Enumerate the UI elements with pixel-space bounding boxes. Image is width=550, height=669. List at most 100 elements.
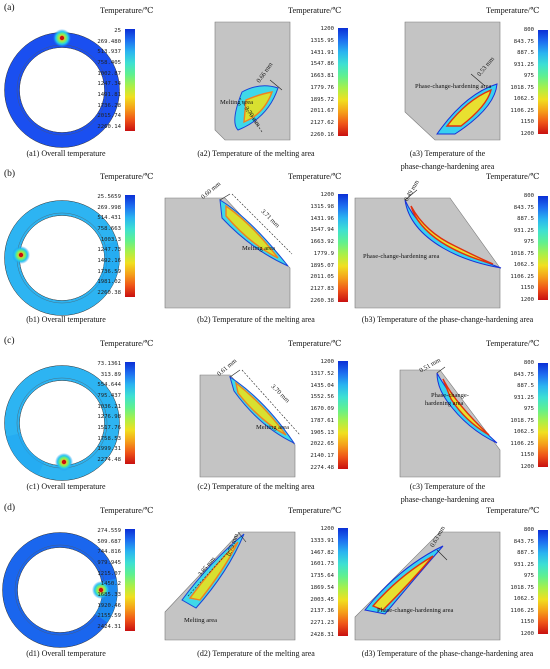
workpiece-section: [164, 197, 291, 309]
legend-tick: 1670.09: [310, 406, 334, 413]
legend-tick: 2424.31: [97, 624, 121, 630]
legend-tick: 1685.33: [97, 592, 121, 598]
legend-tick: 1552.56: [310, 394, 334, 401]
legend-tick: 2011.05: [310, 274, 334, 281]
panel-caption: phase-change-hardening area: [400, 162, 495, 171]
melting-area-label: Melting area: [184, 617, 218, 624]
heat-source-spot: [98, 587, 104, 593]
legend-tick: 1431.91: [310, 49, 334, 56]
width-dimension: [241, 369, 301, 436]
legend-tick: 2127.83: [310, 286, 334, 293]
overall-temperature-ring: [2, 532, 118, 648]
legend-tick: 1062.5: [513, 262, 534, 269]
legend-tick: 1333.91: [310, 537, 334, 544]
heat-source-spot: [18, 252, 24, 258]
legend-tick: 979.945: [97, 560, 121, 566]
temperature-colorbar: [538, 363, 548, 467]
temperature-title: Temperature/℃: [486, 6, 540, 15]
hardening-band-core: [371, 555, 434, 611]
legend-tick: 2155.59: [97, 613, 121, 620]
legend-tick: 975: [523, 239, 534, 246]
legend-tick: 1547.86: [310, 61, 334, 68]
legend-tick: 2137.36: [310, 608, 334, 615]
legend-tick: 1150: [520, 119, 534, 126]
legend-tick: 1736.59: [97, 268, 121, 275]
legend-tick: 2011.67: [310, 108, 334, 115]
temperature-title: Temperature/℃: [288, 339, 342, 348]
panel-caption: (b1) Overall temperature: [26, 315, 106, 324]
panel-caption: phase-change-hardening area: [400, 495, 495, 504]
phase-change-hardening-view: [354, 189, 502, 309]
legend-tick: 1869.54: [310, 584, 334, 591]
legend-tick: 1435.04: [310, 382, 334, 389]
hardening-area-label: hardening area: [425, 400, 464, 407]
legend-tick: 1062.5: [513, 429, 534, 436]
overall-temperature-ring: [4, 200, 120, 316]
legend-tick: 800: [523, 193, 534, 199]
temperature-scale: 800 843.75 887.5 931.25 975 1018.75 1062.5 1106…: [494, 27, 534, 138]
temperature-scale: 800 843.75 887.5 931.25 975 1018.75 1062.5 1106…: [494, 527, 534, 638]
legend-tick: 1018.75: [510, 250, 534, 257]
temperature-title: Temperature/℃: [486, 172, 540, 181]
temperature-title: Temperature/℃: [100, 6, 154, 15]
legend-tick: 800: [523, 527, 534, 533]
legend-tick: 1450.2: [100, 581, 121, 588]
legend-tick: 554.644: [97, 382, 121, 389]
ring-outer-edge: [4, 200, 120, 316]
temperature-scale: 1200 1333.91 1467.82 1601.73 1735.64 1869.54 2…: [294, 526, 334, 639]
temperature-scale: 25 269.480 513.937 758.405 1002.87 1247.34 149…: [81, 28, 121, 131]
overall-temperature-ring: [4, 29, 120, 148]
legend-tick: 1002.87: [97, 70, 121, 77]
legend-tick: 2260.16: [310, 132, 334, 138]
legend-tick: 1736.28: [97, 102, 121, 109]
legend-tick: 2127.62: [310, 120, 334, 127]
legend-tick: 1431.96: [310, 215, 334, 222]
legend-tick: 800: [523, 27, 534, 33]
legend-tick: 1200: [320, 26, 334, 32]
depth-dimension: [269, 79, 283, 91]
legend-tick: 758.405: [97, 60, 121, 66]
legend-tick: 795.437: [97, 393, 121, 399]
workpiece-section: [214, 21, 291, 141]
legend-tick: 513.937: [97, 49, 121, 56]
depth-dimension: [436, 366, 446, 374]
legend-tick: 2015.74: [97, 113, 121, 120]
legend-tick: 1200: [320, 526, 334, 532]
panel-caption: (a2) Temperature of the melting area: [197, 149, 315, 158]
melting-area-view: [164, 531, 296, 641]
overall-temperature-ring: [4, 365, 120, 481]
temperature-scale: 1200 1315.98 1431.96 1547.94 1663.92 1779.9 18…: [294, 192, 334, 305]
legend-tick: 1106.25: [510, 273, 534, 280]
temperature-title: Temperature/℃: [288, 6, 342, 15]
panel-caption: (c2) Temperature of the melting area: [197, 482, 315, 491]
legend-tick: 975: [523, 73, 534, 80]
phase-change-hardening-view: [404, 21, 501, 141]
legend-tick: 975: [523, 573, 534, 580]
legend-tick: 1999.31: [97, 446, 121, 453]
legend-tick: 1200: [320, 359, 334, 365]
legend-tick: 2274.48: [97, 457, 121, 463]
legend-tick: 887.5: [517, 550, 534, 557]
temperature-colorbar: [338, 361, 348, 469]
legend-tick: 2260.38: [310, 298, 334, 304]
legend-tick: 887.5: [517, 50, 534, 57]
temperature-colorbar: [125, 362, 135, 464]
legend-tick: 975: [523, 406, 534, 413]
legend-tick: 1247.34: [97, 81, 121, 88]
legend-tick: 931.25: [513, 394, 534, 401]
temperature-colorbar: [338, 194, 348, 302]
melting-pool-core: [243, 91, 274, 124]
legend-tick: 1779.76: [310, 84, 334, 91]
melting-area-view: [164, 193, 293, 309]
legend-tick: 1106.25: [510, 107, 534, 114]
legend-tick: 1018.75: [510, 584, 534, 591]
legend-tick: 25.5659: [97, 194, 121, 200]
hardening-area-label: Phase-change-hardening area: [377, 607, 454, 614]
panel-caption: (c1) Overall temperature: [26, 482, 106, 491]
temperature-colorbar: [538, 530, 548, 634]
legend-tick: 1787.61: [310, 417, 334, 424]
legend-tick: 1003.3: [100, 236, 121, 243]
legend-tick: 744.816: [97, 549, 121, 556]
legend-tick: 1735.64: [310, 573, 334, 580]
legend-tick: 1317.52: [310, 370, 334, 377]
